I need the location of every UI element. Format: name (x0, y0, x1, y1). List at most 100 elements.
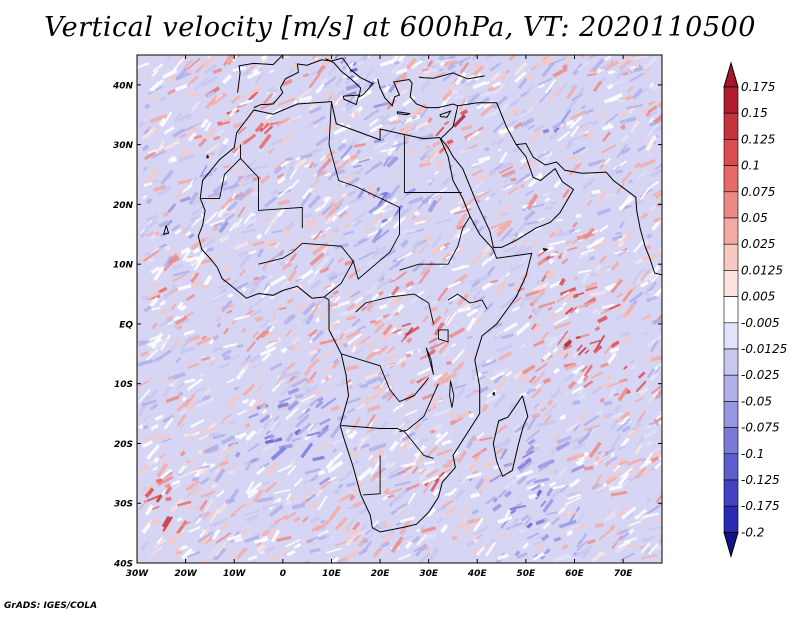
field-streak (210, 92, 228, 107)
field-streak (233, 241, 249, 250)
field-streak (175, 382, 185, 391)
field-streak (256, 248, 265, 258)
field-streak (352, 164, 362, 168)
field-streak (287, 114, 303, 124)
field-streak (168, 157, 177, 164)
field-streak (621, 336, 632, 344)
field-streak (185, 125, 198, 137)
field-streak (466, 308, 479, 318)
field-streak (172, 57, 185, 72)
field-streak (442, 348, 450, 357)
field-streak (153, 184, 167, 193)
field-streak (211, 292, 226, 302)
field-streak (304, 467, 321, 475)
colorbar-swatch (723, 479, 739, 507)
field-streak (137, 402, 148, 417)
field-streak (384, 206, 394, 213)
field-streak (508, 107, 521, 117)
field-streak (154, 414, 164, 421)
field-streak (531, 322, 542, 334)
field-streak (235, 191, 244, 201)
field-streak (144, 103, 151, 110)
field-streak (484, 55, 496, 60)
field-streak (592, 345, 603, 354)
field-streak (371, 211, 384, 225)
field-streak (614, 527, 621, 534)
field-streak (262, 92, 274, 105)
field-streak (564, 334, 575, 341)
field-streak (421, 235, 432, 249)
field-streak (221, 348, 232, 358)
field-streak (634, 162, 642, 169)
field-streak (214, 467, 226, 483)
field-streak (345, 82, 361, 91)
field-streak (139, 541, 150, 552)
field-streak (394, 481, 411, 487)
field-streak (629, 428, 641, 437)
field-streak (458, 60, 464, 67)
field-streak (576, 512, 585, 525)
field-streak (216, 322, 222, 328)
field-streak (138, 339, 149, 347)
field-streak (487, 380, 493, 386)
field-streak (351, 317, 362, 327)
field-streak (486, 389, 498, 398)
field-streak (364, 371, 381, 380)
field-streak (620, 411, 631, 420)
field-streak (642, 512, 659, 519)
field-streak (504, 171, 517, 179)
field-streak (360, 79, 372, 93)
field-streak (369, 123, 384, 134)
field-streak (287, 269, 298, 282)
field-streak (616, 418, 631, 432)
field-streak (604, 282, 618, 291)
field-streak (141, 295, 149, 301)
field-streak (177, 154, 195, 163)
field-streak (344, 259, 356, 266)
field-streak (580, 104, 586, 110)
field-streak (466, 540, 475, 547)
field-streak (584, 349, 590, 355)
field-streak (160, 468, 173, 480)
field-streak (620, 146, 631, 155)
field-streak (178, 146, 188, 159)
field-streak (528, 493, 538, 500)
field-streak (412, 535, 421, 544)
field-streak (252, 113, 258, 119)
field-streak (588, 441, 602, 459)
field-streak (334, 55, 347, 60)
field-streak (410, 106, 428, 116)
field-streak (325, 209, 336, 220)
field-streak (247, 85, 263, 97)
field-streak (450, 343, 457, 348)
field-streak (346, 303, 356, 312)
field-streak (212, 180, 229, 194)
field-streak (650, 444, 662, 454)
field-streak (352, 211, 366, 222)
field-streak (348, 494, 356, 502)
field-streak (487, 84, 501, 93)
coastline (377, 78, 458, 109)
field-streak (496, 223, 509, 238)
field-streak (589, 68, 598, 73)
lon-tick-label: 40E (467, 569, 488, 579)
field-streak (424, 148, 439, 165)
field-streak (223, 213, 236, 223)
field-streak (204, 121, 212, 132)
field-streak (561, 122, 568, 130)
field-streak (525, 74, 534, 81)
field-streak (273, 415, 280, 422)
field-streak (227, 488, 240, 504)
field-streak (382, 126, 396, 139)
field-streak (516, 474, 528, 486)
field-streak (322, 196, 329, 203)
field-streak (264, 481, 277, 494)
field-streak (390, 491, 406, 505)
field-streak (310, 524, 321, 533)
field-streak (288, 496, 295, 502)
field-streak (503, 462, 513, 468)
field-streak (616, 249, 628, 258)
field-streak (428, 337, 438, 344)
field-streak (339, 308, 358, 317)
field-streak (294, 303, 311, 311)
